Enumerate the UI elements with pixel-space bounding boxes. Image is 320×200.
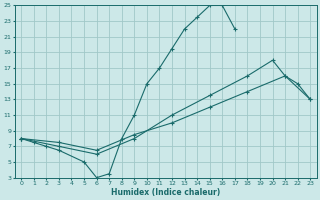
X-axis label: Humidex (Indice chaleur): Humidex (Indice chaleur) <box>111 188 220 197</box>
